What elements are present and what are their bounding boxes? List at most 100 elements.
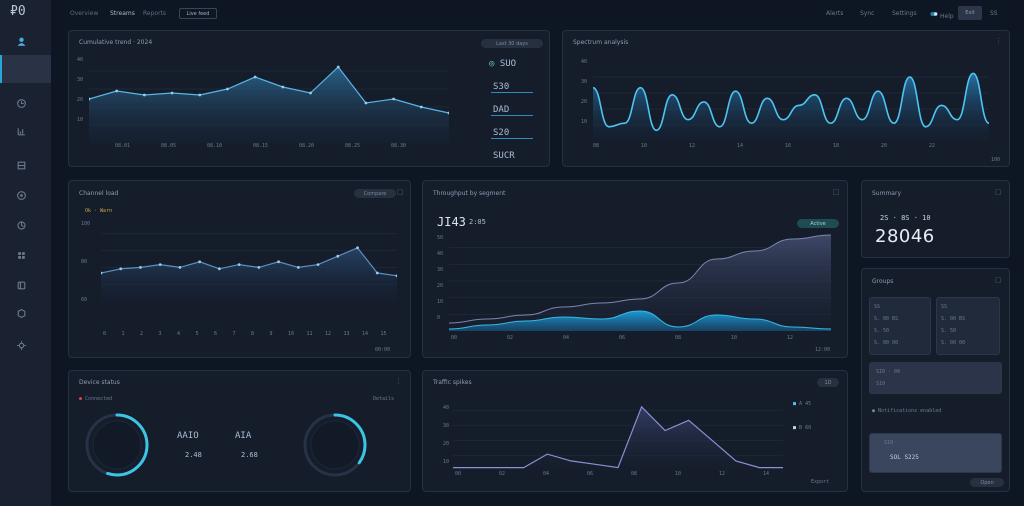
profile-menu[interactable]: SS [990,10,998,17]
user-icon[interactable] [14,34,28,48]
range-chip[interactable]: 1D [817,378,839,387]
spectrum-panel: Spectrum analysis ⋮ 40 30 20 10 08 10 12 14 16 1… [562,30,1010,167]
x-tick-label: 08.25 [345,143,361,149]
group-row: S. 00 00 [941,340,966,346]
panel-menu-icon[interactable]: ⋮ [995,37,1002,45]
gauge-inner [92,420,142,470]
notifications-option[interactable]: ◉ Notifications enabled [872,408,942,414]
data-point [115,89,119,93]
group-head: SS [941,304,948,310]
spectrum-area [593,73,989,141]
compare-chip[interactable]: Compare [354,189,396,198]
data-point [253,75,257,79]
panel-title: Throughput by segment [433,190,506,197]
x-tick-label: 04 [563,335,570,341]
panel-menu-icon[interactable]: □ [833,188,840,196]
link-icon[interactable] [14,278,28,292]
panel-menu-icon[interactable]: ⋮ [395,377,402,385]
sync-link[interactable]: Sync [860,10,875,17]
spikes-line [453,405,783,469]
bar-sub: S10 [876,381,886,387]
exit-button[interactable]: Exit [958,6,982,20]
target-icon: ◎ [489,59,500,69]
data-point [395,274,397,278]
x-tick-label: 7 [232,331,236,337]
settings-link[interactable]: Settings [892,10,917,17]
chart-icon[interactable] [14,124,28,138]
clock-icon[interactable] [14,96,28,110]
status-chip[interactable]: Active [797,219,839,228]
data-point [89,97,91,101]
legend-swatch-icon: ■ [793,425,800,431]
x-tick-label: 08.05 [161,143,177,149]
legend: Ok · Warn [85,208,113,214]
y-tick-label: 30 [443,423,450,429]
group-box-2[interactable]: SS S. 00 BS S. 50 S. 00 00 [936,297,1000,355]
panel-menu-icon[interactable]: □ [995,188,1002,196]
y-tick-label: 40 [581,59,588,65]
sidebar-active-item[interactable] [0,55,51,83]
throughput-panel: Throughput by segment □ JI43 2:05 Active… [422,180,848,358]
toggle-icon [930,12,938,16]
panel-title: Spectrum analysis [573,39,629,46]
tab-streams[interactable]: Streams [110,10,135,17]
panel-menu-icon[interactable]: □ [995,276,1002,284]
x-tick-label: 00 [455,471,462,477]
trend-area [89,67,449,143]
grid-icon[interactable] [14,248,28,262]
alerts-link[interactable]: Alerts [826,10,844,17]
x-tick-label: 4 [177,331,181,337]
channel-load-chart [101,233,397,301]
traffic-spikes-chart [453,405,783,471]
panel-menu-icon[interactable]: □ [397,188,404,196]
target-icon[interactable] [14,188,28,202]
y-tick-label: 80 [81,259,88,265]
x-tick-label: 18 [833,143,840,149]
group-box-1[interactable]: SS S. 00 BS S. 50 S. 00 00 [869,297,931,355]
data-point [142,93,146,97]
legend-item: ■ A 45 [793,401,812,407]
data-point [296,266,300,269]
live-feed-pill[interactable]: Live feed [179,8,217,19]
summary-value: 28046 [875,226,935,247]
y-tick-label: 10 [581,119,588,125]
tab-overview[interactable]: Overview [70,10,99,17]
y-tick-label: 10 [77,117,84,123]
data-point [218,267,221,271]
x-tick-label: 14 [737,143,744,149]
cpu-icon[interactable] [14,218,28,232]
layers-icon[interactable] [14,158,28,172]
stat-value: ◎ SUO [489,59,517,69]
box-icon[interactable] [14,306,28,320]
tab-reports[interactable]: Reports [143,10,167,17]
help-link[interactable]: Help [930,10,954,20]
open-button[interactable]: Open [970,478,1004,487]
details-link[interactable]: Details [373,396,395,402]
x-tick-label: 22 [929,143,936,149]
y-tick-label: 40 [437,251,444,257]
data-point [178,266,182,269]
selected-group-bar[interactable]: SI0 · 00 S10 [869,362,1002,394]
x-tick-label: 16 [785,143,792,149]
panel-title: Summary [872,190,901,197]
data-point [158,263,162,266]
stat-value: S30 [493,82,510,92]
data-point [257,266,261,269]
x-tick-label: 6 [214,331,218,337]
data-point [198,260,202,264]
footer-box[interactable]: S10 SOL S225 [869,433,1002,473]
panel-title: Cumulative trend · 2024 [79,39,153,46]
data-point [336,254,340,258]
y-tick-label: 20 [443,441,450,447]
total-series-line [449,234,831,324]
data-point [392,97,396,101]
x-tick-label: 08.01 [115,143,131,149]
gauge-fill [303,413,367,477]
settings-icon[interactable] [14,338,28,352]
date-range-chip[interactable]: Last 30 days [481,39,543,48]
gauge-right-sub: 2.68 [241,451,258,459]
y-tick-label: 20 [581,99,588,105]
export-link[interactable]: Export [811,479,830,485]
panel-footer: 12:00 [815,347,831,353]
panel-footer: 00:00 [375,347,391,353]
